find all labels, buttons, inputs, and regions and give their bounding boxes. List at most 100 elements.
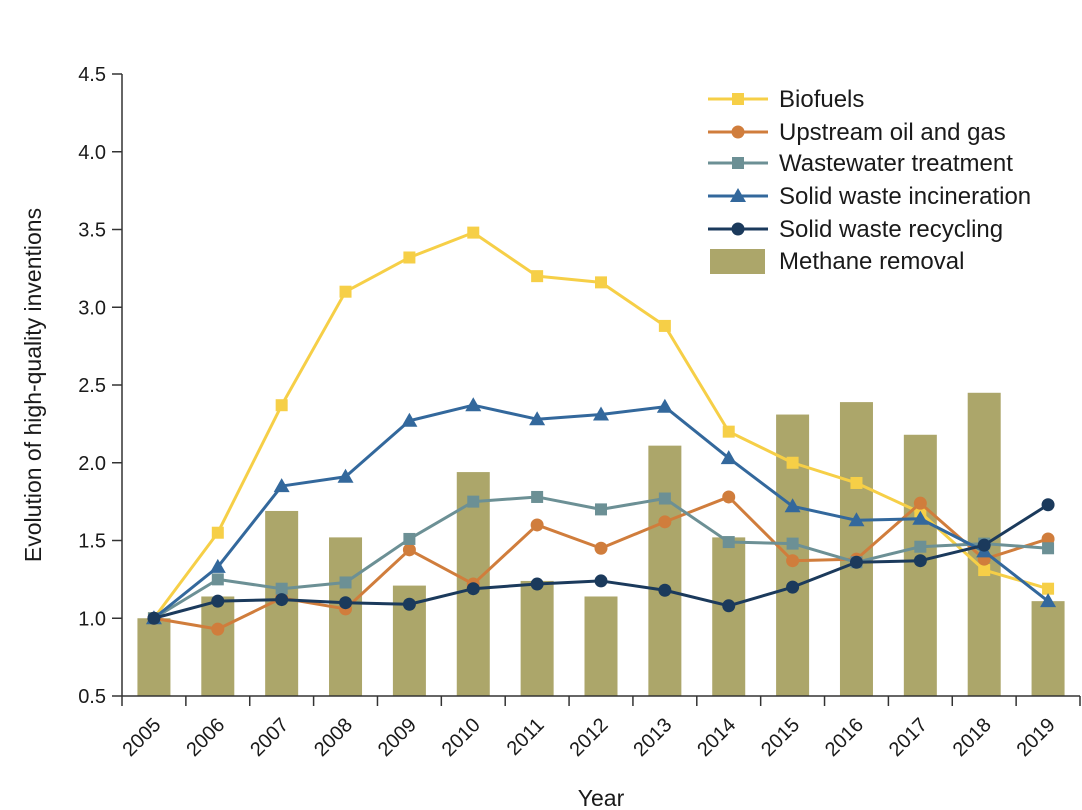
point-solid-waste-incineration-2016 xyxy=(848,512,865,527)
point-biofuels-2018 xyxy=(978,564,991,577)
point-wastewater-treatment-2010 xyxy=(467,495,480,508)
y-tick-label: 2.0 xyxy=(78,453,106,475)
y-tick-label: 4.0 xyxy=(78,142,106,164)
legend-label-methane-removal: Methane removal xyxy=(779,248,964,275)
x-tick-label: 2019 xyxy=(1013,714,1060,761)
y-tick-label: 1.5 xyxy=(78,531,106,553)
y-tick-label: 0.5 xyxy=(78,686,106,708)
point-biofuels-2013 xyxy=(658,319,671,332)
bar-2011 xyxy=(520,580,554,696)
point-upstream-oil-and-gas-2015 xyxy=(786,554,800,568)
point-solid-waste-recycling-2011 xyxy=(530,577,544,591)
point-biofuels-2016 xyxy=(850,476,863,489)
point-wastewater-treatment-2015 xyxy=(786,537,799,550)
point-solid-waste-incineration-2015 xyxy=(784,498,801,513)
point-upstream-oil-and-gas-2011 xyxy=(530,518,544,532)
legend-swatch-methane-removal xyxy=(710,249,765,274)
x-tick-label: 2012 xyxy=(566,714,613,761)
bar-2019 xyxy=(1031,601,1065,696)
y-tick-label: 3.0 xyxy=(78,297,106,319)
point-solid-waste-recycling-2009 xyxy=(402,597,416,611)
point-wastewater-treatment-2008 xyxy=(339,576,352,589)
point-upstream-oil-and-gas-2014 xyxy=(722,490,736,504)
x-tick-label: 2014 xyxy=(693,714,740,761)
legend-marker-solid-waste-recycling xyxy=(731,222,745,236)
point-solid-waste-recycling-2018 xyxy=(977,538,991,552)
bar-2006 xyxy=(201,596,235,696)
legend-marker-biofuels xyxy=(732,93,744,105)
point-solid-waste-recycling-2015 xyxy=(786,580,800,594)
point-solid-waste-recycling-2005 xyxy=(147,611,161,625)
point-solid-waste-incineration-2019 xyxy=(1040,593,1057,608)
x-tick-label: 2016 xyxy=(821,714,868,761)
point-solid-waste-recycling-2006 xyxy=(211,594,225,608)
point-biofuels-2019 xyxy=(1042,582,1055,595)
point-solid-waste-recycling-2010 xyxy=(466,582,480,596)
point-solid-waste-recycling-2012 xyxy=(594,574,608,588)
point-wastewater-treatment-2019 xyxy=(1042,542,1055,555)
point-solid-waste-incineration-2014 xyxy=(720,450,737,465)
bar-group xyxy=(137,392,1065,696)
series-solid-waste-incineration xyxy=(145,397,1057,625)
x-tick-label: 2005 xyxy=(118,714,165,761)
point-solid-waste-incineration-2012 xyxy=(593,406,609,421)
point-solid-waste-incineration-2009 xyxy=(401,412,418,427)
y-tick-label: 4.5 xyxy=(78,64,106,86)
point-upstream-oil-and-gas-2012 xyxy=(594,541,608,555)
point-upstream-oil-and-gas-2019 xyxy=(1041,532,1055,546)
x-tick-label: 2008 xyxy=(310,714,357,761)
bar-2005 xyxy=(137,618,171,696)
legend-label-upstream-oil-and-gas: Upstream oil and gas xyxy=(779,119,1006,146)
bar-2014 xyxy=(712,537,746,696)
point-solid-waste-incineration-2006 xyxy=(209,558,226,573)
point-upstream-oil-and-gas-2009 xyxy=(402,543,416,557)
x-tick-label: 2018 xyxy=(949,714,996,761)
point-wastewater-treatment-2009 xyxy=(403,532,416,545)
point-upstream-oil-and-gas-2006 xyxy=(211,622,225,636)
legend-label-wastewater-treatment: Wastewater treatment xyxy=(779,150,1013,177)
legend: Biofuels Upstream oil and gas Wastewater t… xyxy=(708,86,1031,275)
x-axis-title: Year xyxy=(578,785,625,810)
legend-label-solid-waste-recycling: Solid waste recycling xyxy=(779,216,1003,243)
bar-2013 xyxy=(648,445,682,696)
point-solid-waste-incineration-2011 xyxy=(529,411,546,426)
series-solid-waste-recycling xyxy=(147,498,1055,625)
point-solid-waste-recycling-2008 xyxy=(339,596,353,610)
point-wastewater-treatment-2012 xyxy=(595,503,607,516)
point-solid-waste-recycling-2013 xyxy=(658,583,672,597)
series-group xyxy=(145,226,1057,636)
point-biofuels-2011 xyxy=(531,270,544,283)
point-biofuels-2014 xyxy=(722,425,735,438)
y-axis-title: Evolution of high-quality inventions xyxy=(20,208,46,562)
x-tick-label: 2006 xyxy=(182,714,229,761)
point-solid-waste-incineration-2010 xyxy=(465,397,482,412)
point-wastewater-treatment-2014 xyxy=(722,536,735,549)
series-wastewater-treatment xyxy=(147,490,1055,625)
point-solid-waste-incineration-2013 xyxy=(656,398,673,413)
point-upstream-oil-and-gas-2013 xyxy=(658,515,672,529)
legend-marker-solid-waste-incineration xyxy=(730,188,746,202)
legend-label-biofuels: Biofuels xyxy=(779,86,864,113)
point-biofuels-2009 xyxy=(403,251,416,264)
point-biofuels-2015 xyxy=(786,456,799,469)
y-tick-label: 3.5 xyxy=(78,220,106,242)
x-ticks: 2005 2006 2007 2008 2009 2010 2011 2012 2013 2014… xyxy=(118,696,1081,761)
y-tick-label: 2.5 xyxy=(78,375,106,397)
x-tick-label: 2010 xyxy=(438,714,485,761)
point-wastewater-treatment-2007 xyxy=(275,582,288,595)
point-wastewater-treatment-2017 xyxy=(914,540,927,553)
point-biofuels-2007 xyxy=(275,399,288,412)
x-tick-label: 2009 xyxy=(374,714,421,761)
x-tick-label: 2013 xyxy=(629,714,676,761)
series-biofuels xyxy=(147,226,1055,625)
x-tick-label: 2011 xyxy=(503,714,549,760)
x-tick-label: 2015 xyxy=(757,714,804,761)
point-solid-waste-incineration-2007 xyxy=(273,478,290,493)
point-solid-waste-recycling-2017 xyxy=(913,554,927,568)
y-ticks: 0.5 1.0 1.5 2.0 2.5 3.0 3.5 4.0 4.5 xyxy=(78,64,122,708)
bar-2008 xyxy=(329,537,363,696)
point-upstream-oil-and-gas-2017 xyxy=(913,496,927,510)
point-biofuels-2012 xyxy=(595,276,607,289)
legend-label-solid-waste-incineration: Solid waste incineration xyxy=(779,183,1031,210)
